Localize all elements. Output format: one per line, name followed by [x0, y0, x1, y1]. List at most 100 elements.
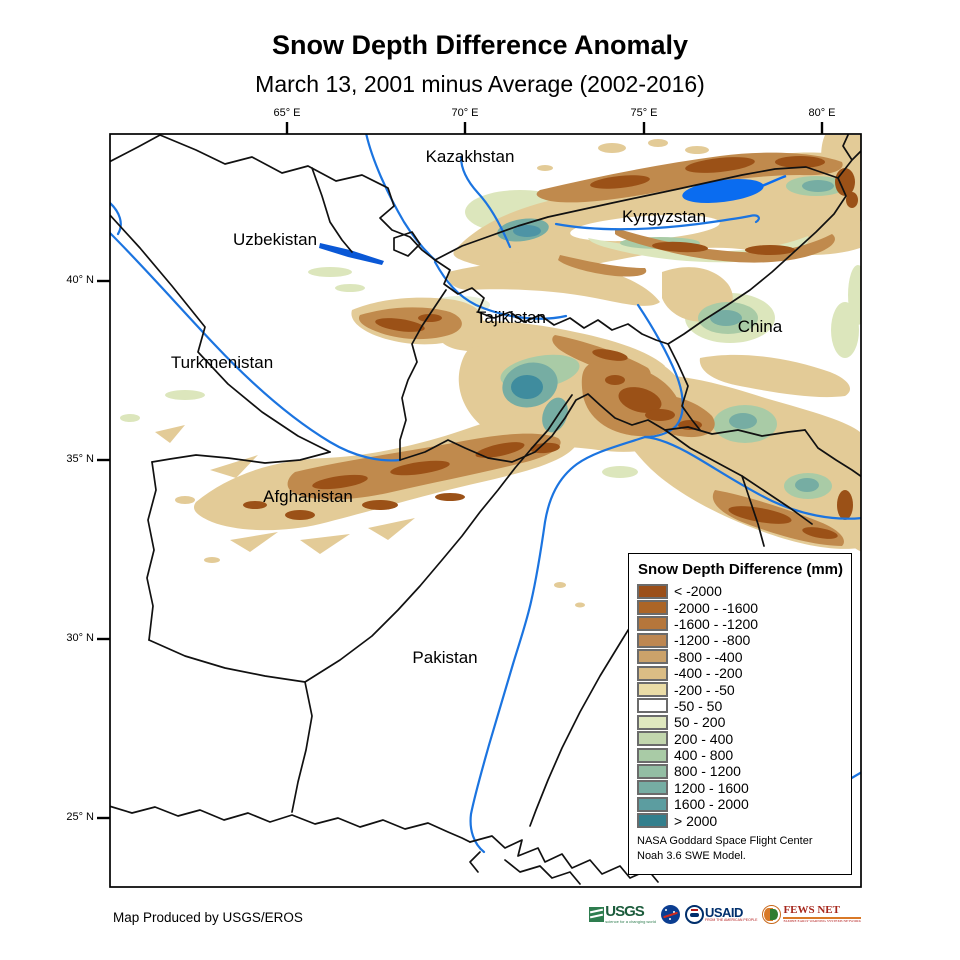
legend-row: 1200 - 1600 [637, 780, 851, 796]
legend-row-label: 1600 - 2000 [674, 796, 749, 813]
legend-source: NASA Goddard Space Flight Center Noah 3.… [637, 834, 851, 865]
legend-row: -800 - -400 [637, 649, 851, 665]
amu-darya-channel [110, 201, 122, 236]
axis-label-75e: 75° E [630, 107, 658, 119]
legend-row: -400 - -200 [637, 665, 851, 681]
country-label-uzbekistan: Uzbekistan [232, 230, 318, 249]
map-frame [109, 133, 862, 888]
country-label-kazakhstan: Kazakhstan [425, 147, 515, 166]
axis-label-80e: 80° E [808, 107, 836, 119]
legend-row: -50 - 50 [637, 698, 851, 714]
legend-swatch [637, 583, 668, 599]
legend-swatch [637, 763, 668, 779]
legend-row: 400 - 800 [637, 747, 851, 763]
indus-delta-marsh [469, 835, 659, 883]
kutch-marsh-1 [504, 859, 581, 885]
legend-row: 800 - 1200 [637, 763, 851, 779]
border-durand-line [304, 394, 573, 683]
country-label-china: China [737, 317, 783, 336]
logo-strip: USGS science for a changing world USAID … [589, 905, 861, 924]
legend-swatch [637, 616, 668, 632]
legend-row: > 2000 [637, 812, 851, 829]
legend-row: -1200 - -800 [637, 632, 851, 648]
legend-swatch [637, 665, 668, 681]
chardara-reservoir [319, 243, 384, 265]
coastline-arabian-sea [110, 805, 471, 843]
legend-swatch [637, 649, 668, 665]
country-label-tajikistan: Tajikistan [476, 308, 546, 327]
border-iran-afghanistan [146, 461, 157, 641]
axis-label-65e: 65° E [273, 107, 301, 119]
legend-source-line1: NASA Goddard Space Flight Center [637, 834, 813, 847]
legend-row-label: 400 - 800 [674, 747, 734, 764]
lakes-layer [319, 174, 787, 265]
legend-swatch [637, 796, 668, 812]
border-pakistan-india [529, 597, 649, 827]
border-kyrgyzstan-china [667, 177, 847, 345]
legend-swatch [637, 714, 668, 730]
page-title: Snow Depth Difference Anomaly [271, 30, 689, 60]
axis-ticks [97, 122, 824, 820]
axis-label-40n: 40° N [66, 274, 94, 286]
legend-row-label: -400 - -200 [674, 665, 743, 682]
border-iran-pakistan [148, 639, 313, 813]
border-afghanistan-north [399, 393, 806, 463]
country-label-turkmenistan: Turkmenistan [170, 353, 274, 372]
legend-swatch [637, 813, 668, 829]
legend-swatch [637, 682, 668, 698]
legend-row: 200 - 400 [637, 731, 851, 747]
legend-row-label: 200 - 400 [674, 730, 734, 747]
legend-row-label: 1200 - 1600 [674, 779, 749, 796]
axis-label-70e: 70° E [451, 107, 479, 119]
legend-title: Snow Depth Difference (mm) [638, 561, 844, 578]
legend-row-label: -2000 - -1600 [674, 599, 759, 616]
country-label-afghanistan: Afghanistan [263, 487, 353, 506]
legend-row: 50 - 200 [637, 714, 851, 730]
border-china-kashmir [804, 429, 861, 478]
country-label-kyrgyzstan: Kyrgyzstan [621, 207, 707, 226]
axis-label-35n: 35° N [66, 453, 94, 465]
legend-row-label: 800 - 1200 [674, 763, 741, 780]
usaid-tagline: FROM THE AMERICAN PEOPLE [704, 918, 758, 923]
legend-source-line2: Noah 3.6 SWE Model. [637, 850, 746, 863]
fewsnet-tagline: FAMINE EARLY WARNING SYSTEMS NETWORK [783, 916, 861, 923]
legend-row-label: -50 - 50 [674, 697, 723, 714]
legend-row: -200 - -50 [637, 681, 851, 698]
legend: Snow Depth Difference (mm) < -2000 -2000… [628, 553, 852, 875]
usgs-logo: USGS science for a changing world [589, 905, 656, 924]
axis-label-25n: 25° N [66, 811, 94, 823]
legend-row-label: -800 - -400 [674, 648, 743, 665]
legend-rows: < -2000 -2000 - -1600 -1600 - -1200 -120… [637, 583, 851, 829]
legend-row: < -2000 [637, 583, 851, 599]
axis-label-30n: 30° N [66, 632, 94, 644]
kutch-marsh-2 [469, 851, 481, 873]
fewsnet-globe-icon [762, 905, 782, 924]
legend-swatch [637, 698, 668, 714]
usaid-logo: USAID FROM THE AMERICAN PEOPLE [684, 904, 758, 924]
usaid-seal-icon [684, 905, 704, 924]
border-tajikistan-west [399, 289, 447, 461]
legend-row-label: -200 - -50 [674, 681, 735, 698]
country-label-pakistan: Pakistan [412, 648, 478, 667]
legend-row-label: < -2000 [674, 583, 722, 600]
syr-darya-river [365, 134, 437, 262]
page-subtitle: March 13, 2001 minus Average (2002-2016) [255, 71, 705, 97]
indus-river [469, 435, 647, 854]
legend-swatch [637, 632, 668, 648]
border-afghanistan-turkmenistan [151, 451, 331, 464]
legend-swatch [637, 780, 668, 796]
border-tajikistan-china [667, 343, 701, 431]
border-turkmenistan-uzbekistan [110, 213, 331, 453]
legend-swatch [637, 600, 668, 616]
border-tashkent-pocket [393, 231, 421, 257]
borders-layer [110, 134, 861, 885]
usgs-tagline: science for a changing world [605, 918, 656, 924]
naryn-river [554, 214, 760, 231]
fewsnet-logo: FEWS NET FAMINE EARLY WARNING SYSTEMS NE… [762, 905, 861, 924]
amu-darya-river [110, 231, 402, 462]
legend-row-label: -1200 - -800 [674, 632, 751, 649]
usaid-logo-text: USAID [704, 904, 743, 920]
border-kazakhstan-uzbekistan [110, 134, 436, 261]
